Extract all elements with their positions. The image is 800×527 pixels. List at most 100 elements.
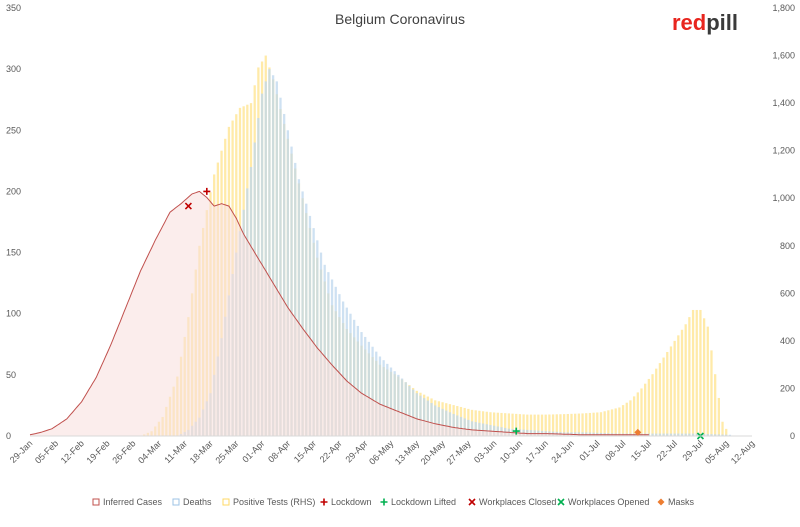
deaths-bar (301, 191, 304, 436)
lockdown-lifted-marker (512, 427, 520, 435)
legend-swatch (222, 498, 230, 506)
legend-swatch (468, 498, 476, 506)
positive-tests-bar (629, 400, 632, 436)
positive-tests-bar (500, 412, 503, 436)
positive-tests-bar (658, 363, 662, 436)
positive-tests-bar (695, 309, 698, 436)
legend-label: Deaths (183, 497, 212, 507)
deaths-bar (702, 433, 706, 436)
right-axis-tick: 1,400 (772, 98, 795, 108)
right-axis-tick: 1,200 (772, 146, 795, 156)
deaths-bar (283, 113, 286, 436)
deaths-bar (279, 97, 282, 436)
positive-tests-bar (533, 414, 536, 436)
deaths-bar (294, 162, 297, 436)
deaths-bar (706, 434, 709, 436)
deaths-bar (327, 272, 330, 436)
deaths-bar (312, 228, 315, 436)
left-axis-tick: 50 (6, 370, 16, 380)
positive-tests-bar (562, 414, 566, 436)
deaths-bar (588, 432, 592, 436)
legend-item: Lockdown (320, 497, 372, 507)
chart-title: Belgium Coronavirus (335, 11, 465, 27)
positive-tests-bar (691, 309, 695, 436)
right-axis-tick: 400 (780, 336, 795, 346)
deaths-bar (423, 398, 426, 436)
positive-tests-bar (596, 412, 599, 436)
positive-tests-bar (540, 414, 544, 436)
inferred-cases-line (29, 190, 649, 436)
deaths-bar (489, 424, 492, 436)
legend-label: Workplaces Closed (479, 497, 556, 507)
deaths-bar (728, 434, 732, 436)
deaths-bar (493, 425, 496, 436)
positive-tests-bar (588, 412, 592, 436)
positive-tests-bar (570, 413, 573, 436)
deaths-bar (334, 286, 337, 436)
deaths-bar (386, 363, 389, 436)
deaths-bar (669, 433, 673, 436)
positive-tests-bar (548, 414, 551, 436)
deaths-bar (375, 351, 378, 436)
deaths-bar (297, 179, 301, 436)
deaths-bar (481, 423, 485, 436)
deaths-bar (651, 433, 654, 436)
deaths-bar (364, 336, 367, 436)
deaths-bar (426, 400, 429, 436)
deaths-bar (666, 433, 669, 436)
deaths-bar (308, 215, 312, 436)
deaths-bar (721, 434, 724, 436)
positive-tests-bar (559, 414, 562, 436)
deaths-bar (662, 433, 665, 436)
workplaces-closed-marker (184, 202, 192, 210)
legend-label: Lockdown (331, 497, 372, 507)
positive-tests-bar (526, 414, 529, 436)
positive-tests-bar (666, 351, 669, 436)
left-axis-tick: 250 (6, 125, 21, 135)
deaths-bar (360, 332, 363, 436)
positive-tests-bar (603, 411, 606, 436)
positive-tests-bar (544, 414, 547, 436)
positive-tests-bar (566, 413, 569, 436)
positive-tests-bar (684, 324, 687, 436)
positive-tests-bar (496, 412, 499, 436)
legend-swatch (657, 498, 665, 506)
deaths-bar (658, 433, 662, 436)
positive-tests-bar (577, 413, 581, 436)
deaths-bar (673, 433, 676, 436)
deaths-bar (408, 385, 411, 436)
deaths-bar (264, 81, 267, 436)
deaths-bar (585, 432, 588, 436)
legend-item: Workplaces Opened (557, 497, 649, 507)
deaths-bar (655, 433, 658, 436)
positive-tests-bar (555, 414, 558, 436)
positive-tests-bar (714, 374, 717, 436)
deaths-bar (382, 360, 385, 436)
positive-tests-bar (614, 408, 617, 436)
positive-tests-bar (636, 392, 639, 436)
deaths-bar (349, 313, 352, 436)
deaths-bar (581, 432, 584, 436)
right-axis-tick: 1,800 (772, 3, 795, 13)
positive-tests-bar (680, 329, 684, 436)
positive-tests-bar (677, 335, 680, 436)
positive-tests-bar (632, 396, 636, 436)
positive-tests-bar (551, 414, 555, 436)
positive-tests-bar (610, 409, 614, 436)
deaths-bar (268, 69, 271, 437)
deaths-bar (415, 393, 418, 436)
deaths-bar (330, 279, 334, 436)
deaths-bar (684, 433, 687, 436)
positive-tests-bar (529, 414, 533, 436)
legend-label: Workplaces Opened (568, 497, 649, 507)
legend-item: Deaths (172, 497, 212, 507)
deaths-bar (319, 252, 323, 436)
deaths-bar (419, 395, 422, 436)
deaths-bar (577, 432, 581, 436)
deaths-bar (474, 422, 477, 436)
deaths-bar (677, 433, 680, 436)
positive-tests-bar (618, 407, 621, 436)
right-axis-tick: 1,000 (772, 193, 795, 203)
